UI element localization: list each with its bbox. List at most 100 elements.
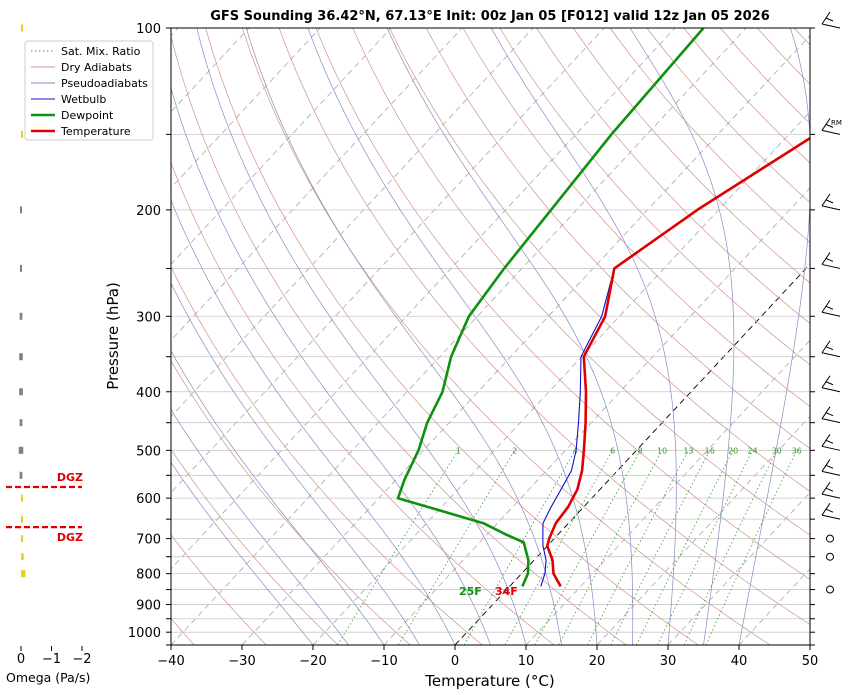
x-tick-label: −40 — [157, 654, 184, 669]
wind-barb — [821, 434, 841, 451]
mixing-ratio-label: 30 — [772, 446, 782, 455]
calm-wind-circle — [826, 534, 834, 543]
dry-adiabat-line — [499, 28, 810, 366]
surface-labels: 25F 34F — [459, 585, 518, 598]
dry-adiabat-line — [171, 534, 267, 645]
dgz-markers: DGZ DGZ — [6, 471, 83, 544]
omega-bar — [21, 24, 23, 32]
x-tick-label: 50 — [802, 654, 819, 669]
legend-label: Wetbulb — [61, 93, 106, 106]
omega-bar — [19, 353, 23, 361]
mixing-ratio-line — [705, 450, 798, 645]
isotherm-line — [171, 28, 605, 494]
pseudoadiabats — [171, 28, 810, 645]
pseudoadiabat-line — [171, 87, 491, 645]
pseudoadiabat-line — [171, 199, 456, 645]
isotherm-zero-line — [454, 263, 810, 645]
dry-adiabat-line — [171, 360, 411, 645]
isotherm-grid — [171, 28, 810, 645]
omega-tick-label: 0 — [17, 652, 25, 667]
mixing-ratio-line — [558, 450, 663, 645]
mixing-ratio-label: 10 — [657, 446, 667, 455]
pseudoadiabat-line — [171, 408, 349, 645]
storm-motion-label: RM — [831, 119, 842, 127]
surface-temperature-label: 34F — [495, 585, 518, 598]
x-tick-label: 30 — [660, 654, 677, 669]
omega-bar — [18, 446, 24, 454]
pseudoadiabat-line — [307, 28, 598, 645]
wind-barb — [821, 252, 841, 269]
omega-bar — [21, 553, 24, 561]
pseudoadiabat-line — [171, 461, 314, 645]
legend-label: Dewpoint — [61, 109, 114, 122]
dry-adiabats — [171, 28, 810, 645]
mixing-ratio-label: 20 — [728, 446, 738, 455]
temperature-profile-line — [545, 136, 810, 588]
omega-bar — [21, 535, 23, 543]
isotherm-line — [241, 35, 810, 645]
mixing-ratio-line — [337, 450, 459, 645]
pseudoadiabat-line — [196, 28, 527, 645]
mixing-ratio-line — [635, 450, 734, 645]
omega-bar — [19, 388, 23, 396]
omega-bar — [21, 570, 26, 578]
dry-adiabat-line — [315, 28, 810, 580]
omega-bar — [19, 312, 23, 320]
y-tick-label: 1000 — [128, 626, 161, 641]
x-tick-label: −30 — [228, 654, 255, 669]
wind-barb — [821, 459, 841, 476]
pseudoadiabat-line — [245, 28, 562, 645]
mixing-ratio-line — [587, 450, 689, 645]
omega-bar — [19, 419, 23, 427]
dry-adiabat-line — [278, 28, 810, 625]
mixing-ratio-label: 24 — [747, 446, 757, 455]
dry-adiabat-line — [536, 28, 810, 325]
dry-adiabat-line — [646, 28, 810, 204]
wind-barbs — [821, 11, 841, 594]
mixing-ratio-lines — [337, 450, 798, 645]
pseudoadiabat-line — [171, 282, 420, 645]
dry-adiabat-line — [171, 35, 627, 645]
isotherm-line — [383, 187, 810, 645]
mixing-ratio-line — [398, 450, 516, 645]
y-tick-label: 900 — [136, 599, 161, 614]
pseudoadiabat-line — [490, 28, 677, 645]
omega-bar — [21, 130, 23, 138]
sounding-profiles — [396, 28, 810, 588]
dry-adiabat-line — [683, 28, 810, 164]
y-axis-ticks: 100 200 300 400 500 600 700 800 900 1000 — [128, 22, 815, 646]
omega-axis-label: Omega (Pa/s) — [6, 670, 90, 685]
calm-wind-circle — [826, 585, 834, 594]
mixing-ratio-label: 6 — [610, 446, 615, 455]
dry-adiabat-line — [171, 265, 483, 645]
omega-bar — [21, 494, 23, 502]
y-tick-label: 400 — [136, 386, 161, 401]
calm-wind-circle — [826, 552, 834, 561]
omega-bar — [20, 264, 22, 272]
mixing-ratio-labels: 1 2 4 6 8 10 13 16 20 24 30 36 — [456, 446, 802, 455]
legend-label: Temperature — [60, 125, 131, 138]
omega-tick-label: −1 — [42, 652, 61, 667]
wind-barb — [821, 340, 841, 358]
isotherm-line — [667, 492, 810, 645]
dry-adiabat-line — [573, 28, 810, 284]
dry-adiabat-line — [171, 161, 555, 645]
x-tick-label: 40 — [731, 654, 748, 669]
wind-barb — [821, 375, 841, 393]
mixing-ratio-label: 4 — [573, 446, 578, 455]
wind-barb — [821, 193, 841, 211]
isotherm-line — [171, 28, 676, 570]
wind-barb — [821, 406, 841, 424]
dgz-label: DGZ — [57, 531, 83, 544]
y-tick-label: 600 — [136, 492, 161, 507]
mixing-ratio-label: 36 — [792, 446, 802, 455]
legend-box — [24, 40, 154, 141]
y-tick-label: 200 — [136, 204, 161, 219]
mixing-ratio-line — [657, 450, 753, 645]
omega-panel: 0 −1 −2 — [17, 24, 92, 667]
legend-label: Pseudoadiabats — [61, 77, 148, 90]
y-tick-label: 100 — [136, 22, 161, 37]
x-tick-label: 10 — [518, 654, 535, 669]
mixing-ratio-line — [610, 450, 711, 645]
